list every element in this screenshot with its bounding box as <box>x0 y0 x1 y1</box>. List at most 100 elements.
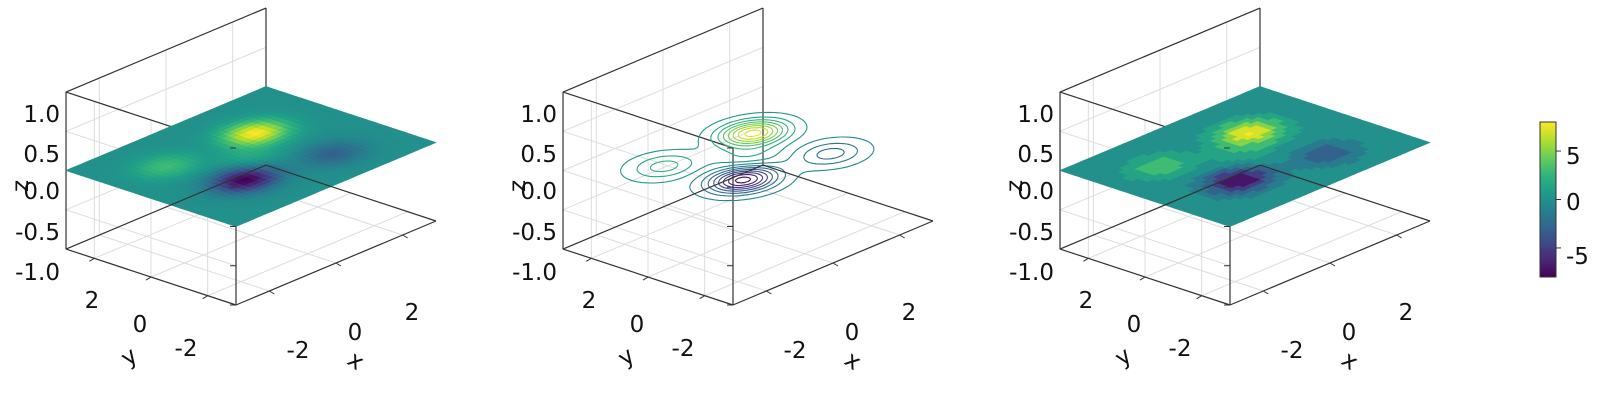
panel-surface: z y x 1.0 0.5 0.0 -0.5 -1.0 2 0 -2 -2 0 … <box>8 7 437 376</box>
panel-2-xtick-mark-1 <box>766 290 772 295</box>
panel-1-ytick-1: 2 <box>85 288 100 314</box>
panel-2-ztick-2: 0.5 <box>520 142 557 168</box>
colorbar-gradient <box>1539 121 1557 278</box>
panel-3-y-label: y <box>1110 343 1136 372</box>
panel-1-floor-edge-right <box>265 164 437 222</box>
panel-1-ztick-4: -0.5 <box>15 220 60 246</box>
panel-2-floor-grid-x-3 <box>729 178 900 236</box>
panel-3-xtick-3: 2 <box>1399 300 1414 326</box>
contour-line-level-7 <box>700 142 859 197</box>
colorbar-tick-label-3: -5 <box>1566 244 1589 270</box>
panel-1-ztick-1: 1.0 <box>23 102 60 128</box>
contour-line-level-8 <box>689 136 875 202</box>
panel-3-xtick-1: -2 <box>1281 338 1304 364</box>
panel-2-xtick-mark-2 <box>832 262 839 267</box>
panel-2-ytick-3: -2 <box>672 336 695 362</box>
contour-path <box>732 125 774 142</box>
panel-3-ytick-2: 0 <box>1127 312 1142 338</box>
panel-1-xtick-2: 0 <box>348 320 363 346</box>
panel-2-contours <box>620 111 875 202</box>
colorbar: 5 0 -5 <box>1539 121 1589 278</box>
panel-1-xtick-1: -2 <box>287 338 310 364</box>
contour-path <box>734 176 752 184</box>
panel-2-ytick-mark-2 <box>642 276 649 281</box>
panel-3-xtick-mark-1 <box>1263 290 1269 295</box>
panel-3-surface-cell <box>1418 140 1431 146</box>
colorbar-tick-label-1: 5 <box>1566 144 1581 170</box>
panel-2-axes <box>562 147 934 306</box>
contour-path <box>707 147 845 194</box>
panel-3-ztick-2: 0.5 <box>1017 142 1054 168</box>
panel-3-ytick-3: -2 <box>1169 336 1192 362</box>
panel-3-xtick-mark-2 <box>1329 262 1336 267</box>
panel-1-ytick-3: -2 <box>175 336 198 362</box>
panel-3-ztick-3: 0.0 <box>1017 179 1054 205</box>
contour-path <box>620 111 808 184</box>
panel-2-ztick-4: -0.5 <box>512 220 557 246</box>
colorbar-tick-label-2: 0 <box>1566 190 1581 216</box>
contour-path <box>689 136 875 202</box>
panel-2-xtick-2: 0 <box>845 320 860 346</box>
panel-1-ytick-mark-3 <box>89 257 95 262</box>
panel-3-floor-edge-right <box>1259 164 1431 222</box>
panel-1-x-label: x <box>343 347 369 376</box>
panel-3-ytick-1: 2 <box>1079 288 1094 314</box>
panel-3-ytick-mark-2 <box>1139 276 1146 281</box>
panel-2-ztick-3: 0.0 <box>520 179 557 205</box>
panel-1-top-edge-right <box>65 7 267 93</box>
panel-contour: z y x 1.0 0.5 0.0 -0.5 -1.0 2 0 -2 -2 0 … <box>505 7 934 376</box>
contour-line-level-6 <box>707 147 845 194</box>
panel-1-floor-edge-back <box>65 164 267 250</box>
panel-1-z-label: z <box>8 180 34 192</box>
panel-2-ytick-2: 0 <box>630 312 645 338</box>
contour-line-level-12 <box>722 121 784 147</box>
panel-2-ztick-1: 1.0 <box>520 102 557 128</box>
contour-line-level-1 <box>734 176 752 184</box>
panel-3-xtick-2: 0 <box>1342 320 1357 346</box>
panel-3-ztick-1: 1.0 <box>1017 102 1054 128</box>
contour-path <box>744 129 762 138</box>
panel-3-ytick-mark-3 <box>1083 257 1089 262</box>
panel-3-xtick-mark-3 <box>1396 234 1402 239</box>
contour-path <box>737 126 769 140</box>
panel-2-back-panes <box>561 7 905 306</box>
contour-path <box>722 121 784 147</box>
panel-2-xtick-1: -2 <box>784 338 807 364</box>
contour-path <box>636 116 796 178</box>
panel-2-ztick-5: -1.0 <box>512 260 557 286</box>
contour-line-level-4 <box>718 170 769 190</box>
panel-2-floor-edge-right <box>762 164 934 222</box>
panel-1-ytick-2: 0 <box>133 312 148 338</box>
panel-1-xtick-mark-2 <box>335 262 342 267</box>
panel-2-x-label: x <box>840 347 866 376</box>
panel-1-axes <box>65 147 437 306</box>
contour-path <box>722 172 764 188</box>
panel-filled-contour: z y x 1.0 0.5 0.0 -0.5 -1.0 2 0 -2 -2 0 … <box>1002 7 1431 376</box>
contour-path <box>713 168 773 192</box>
contour-line-level-16 <box>744 129 762 138</box>
panel-3-filled-contours <box>1059 86 1431 227</box>
panel-3-ztick-5: -1.0 <box>1009 260 1054 286</box>
contour-line-level-5 <box>713 168 773 192</box>
panel-2-xtick-mark-3 <box>899 234 905 239</box>
contour-path <box>718 170 769 190</box>
contour-line-level-9 <box>620 111 808 184</box>
panel-1-surface <box>65 86 437 227</box>
contour-path <box>727 123 779 144</box>
panel-2-y-label: y <box>613 343 639 372</box>
contour-path <box>700 142 859 197</box>
panel-3-ztick-4: -0.5 <box>1009 220 1054 246</box>
panel-2-floor-edge-back <box>562 164 764 250</box>
panel-1-ztick-5: -1.0 <box>15 260 60 286</box>
panel-3-top-edge-right <box>1059 7 1261 93</box>
panel-3-floor-edge-back <box>1059 164 1261 250</box>
panel-2-top-edge-left <box>562 91 734 149</box>
panel-1-surface-cell <box>424 140 437 146</box>
panel-1-xtick-mark-3 <box>402 234 408 239</box>
panel-1-ytick-mark-1 <box>202 295 208 300</box>
panel-1-y-label: y <box>116 343 142 372</box>
panel-2-ytick-mark-1 <box>699 295 705 300</box>
panel-2-floor-grid-y-3 <box>591 173 792 259</box>
contour-line-level-10 <box>636 116 796 178</box>
